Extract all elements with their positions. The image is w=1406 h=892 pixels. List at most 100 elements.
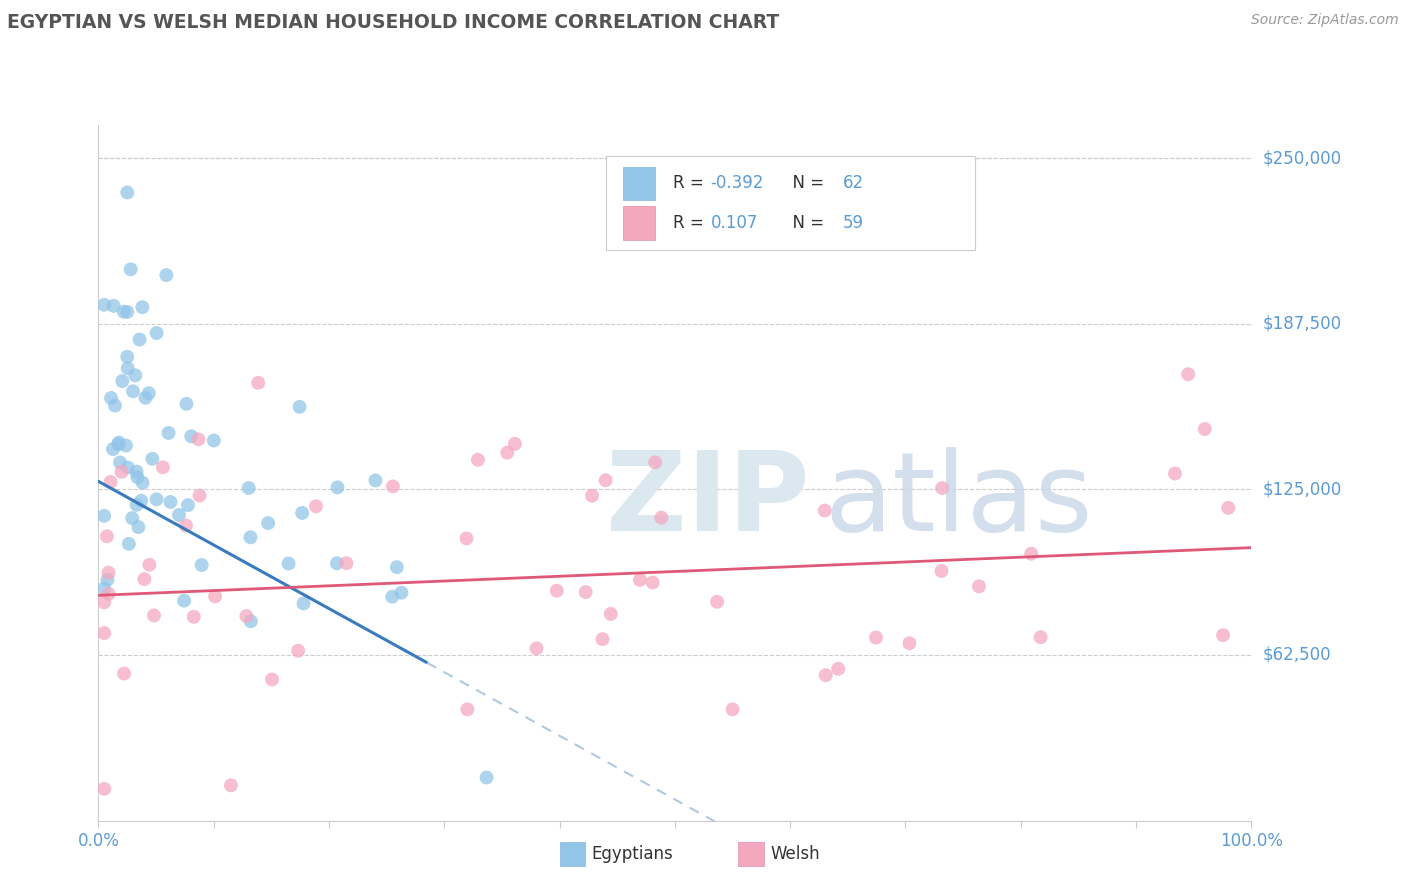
Point — [644, 455, 666, 469]
Point — [117, 361, 139, 376]
Point — [575, 585, 598, 599]
Point — [125, 498, 148, 512]
Point — [173, 593, 195, 607]
Text: N =: N = — [782, 174, 830, 193]
Point — [1218, 500, 1240, 515]
Point — [176, 397, 198, 411]
Point — [391, 585, 413, 599]
Point — [581, 489, 603, 503]
Point — [257, 516, 280, 530]
Point — [931, 481, 953, 495]
Point — [456, 532, 478, 546]
Text: Egyptians: Egyptians — [592, 845, 673, 863]
Point — [117, 186, 138, 200]
Point — [291, 506, 314, 520]
Text: 0.107: 0.107 — [710, 214, 758, 232]
Point — [145, 326, 167, 340]
Text: R =: R = — [672, 174, 709, 193]
Point — [292, 596, 315, 610]
Point — [104, 399, 127, 413]
Point — [650, 510, 672, 524]
Point — [496, 445, 519, 459]
Text: $125,000: $125,000 — [1263, 480, 1341, 499]
Point — [93, 298, 115, 312]
Point — [152, 460, 174, 475]
Point — [381, 590, 404, 604]
Point — [117, 350, 138, 364]
Point — [97, 566, 120, 580]
Point — [204, 590, 226, 604]
Point — [235, 609, 257, 624]
Point — [641, 575, 664, 590]
Point — [599, 607, 621, 621]
Point — [814, 503, 837, 517]
Point — [239, 530, 262, 544]
Text: N =: N = — [782, 214, 830, 232]
Point — [1164, 467, 1187, 481]
Point — [1019, 547, 1042, 561]
Point — [628, 573, 651, 587]
Point — [546, 583, 568, 598]
Point — [127, 470, 149, 484]
Point — [129, 493, 152, 508]
Point — [138, 558, 160, 572]
Point — [1212, 628, 1234, 642]
Point — [159, 495, 181, 509]
Point — [865, 631, 887, 645]
Point — [503, 437, 526, 451]
Point — [141, 451, 163, 466]
Point — [180, 429, 202, 443]
Point — [1029, 630, 1052, 644]
Point — [526, 641, 548, 656]
Point — [706, 595, 728, 609]
Point — [188, 489, 211, 503]
Point — [101, 442, 124, 456]
Point — [335, 556, 357, 570]
Point — [931, 564, 953, 578]
Point — [110, 465, 132, 479]
Point — [202, 434, 225, 448]
Bar — [560, 841, 585, 866]
Point — [326, 556, 349, 570]
Point — [967, 579, 990, 593]
Point — [93, 595, 115, 609]
Point — [305, 500, 328, 514]
Point — [456, 702, 478, 716]
Point — [138, 386, 160, 401]
Point — [183, 609, 205, 624]
Point — [219, 778, 242, 792]
Point — [167, 508, 190, 522]
Point — [157, 425, 180, 440]
Point — [326, 480, 349, 494]
Point — [134, 572, 156, 586]
Point — [239, 614, 262, 628]
Bar — [623, 167, 655, 200]
Point — [143, 608, 166, 623]
Point — [592, 632, 614, 647]
Point — [131, 300, 153, 314]
Text: Source: ZipAtlas.com: Source: ZipAtlas.com — [1251, 13, 1399, 28]
Point — [117, 460, 139, 475]
Point — [238, 481, 260, 495]
Point — [1194, 422, 1216, 436]
Point — [721, 702, 744, 716]
Point — [93, 626, 115, 640]
Point — [190, 558, 212, 572]
Point — [1177, 368, 1199, 382]
Text: R =: R = — [672, 214, 709, 232]
Point — [96, 529, 118, 543]
Bar — [738, 841, 763, 866]
Point — [385, 560, 408, 574]
Bar — [623, 206, 655, 240]
Point — [364, 474, 387, 488]
Point — [120, 262, 142, 277]
Text: 62: 62 — [844, 174, 865, 193]
Point — [124, 368, 146, 383]
Point — [814, 668, 837, 682]
Text: atlas: atlas — [825, 447, 1094, 554]
Point — [100, 391, 122, 405]
Point — [112, 666, 135, 681]
Point — [117, 305, 139, 319]
Point — [467, 452, 489, 467]
Point — [108, 455, 131, 469]
